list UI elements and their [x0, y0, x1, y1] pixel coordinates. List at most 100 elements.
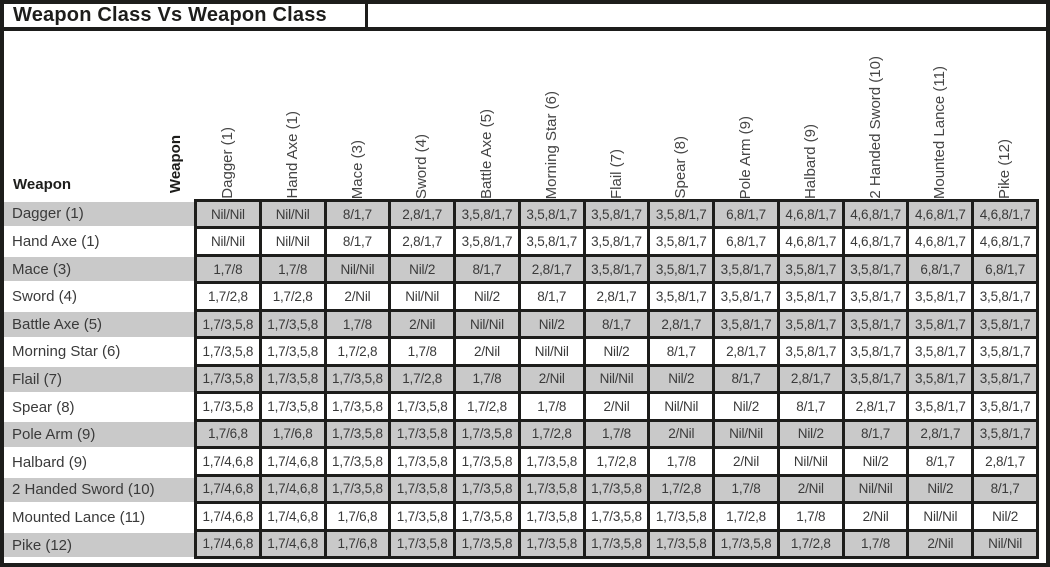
table-cell-r13-c13: Nil/Nil: [974, 531, 1036, 556]
table-cell-r7-c13: 3,5,8/1,7: [974, 366, 1036, 392]
row-label-sword-4: Sword (4): [12, 288, 78, 306]
table-cell-r1-c12: 4,6,8/1,7: [909, 202, 972, 227]
table-cell-r5-c5: Nil/Nil: [456, 311, 518, 337]
column-header-hand-axe-1: Hand Axe (1): [262, 31, 324, 199]
table-cell-r9-c2: 1,7/6,8: [261, 421, 324, 447]
table-cell-r5-c8: 2,8/1,7: [650, 311, 713, 337]
table-cell-r8-c7: 2/Nil: [585, 394, 648, 419]
table-cell-r11-c3: 1,7/3,5,8: [326, 476, 389, 502]
table-cell-r10-c2: 1,7/4,6,8: [261, 449, 324, 474]
column-headers: Dagger (1) Hand Axe (1) Mace (3) Sword (4) B…: [194, 31, 1039, 199]
table-cell-r1-c13: 4,6,8/1,7: [974, 202, 1036, 227]
data-grid: Nil/Nil Nil/Nil 8/1,7 2,8/1,7 3,5,8/1,7 3,5,8…: [194, 199, 1039, 559]
table-cell-r5-c12: 3,5,8/1,7: [909, 311, 972, 337]
table-cell-r1-c10: 4,6,8/1,7: [779, 202, 842, 227]
table-cell-r11-c11: Nil/Nil: [844, 476, 907, 502]
table-cell-r4-c5: Nil/2: [456, 284, 518, 309]
table-cell-r9-c4: 1,7/3,5,8: [391, 421, 454, 447]
table-cell-r9-c10: Nil/2: [779, 421, 842, 447]
table-cell-r6-c8: 8/1,7: [650, 339, 713, 364]
table-cell-r13-c11: 1,7/8: [844, 531, 907, 556]
table-cell-r5-c10: 3,5,8/1,7: [779, 311, 842, 337]
table-cell-r4-c12: 3,5,8/1,7: [909, 284, 972, 309]
table-cell-r7-c8: Nil/2: [650, 366, 713, 392]
table-cell-r2-c9: 6,8/1,7: [715, 229, 777, 254]
column-header-label: Spear (8): [672, 136, 690, 199]
row-label-mace-3: Mace (3): [4, 256, 194, 282]
table-cell-r10-c13: 2,8/1,7: [974, 449, 1036, 474]
row-label-pole-arm-9: Pole Arm (9): [4, 422, 194, 447]
table-cell-r10-c3: 1,7/3,5,8: [326, 449, 389, 474]
table-cell-r4-c4: Nil/Nil: [391, 284, 454, 309]
table-cell-r8-c4: 1,7/3,5,8: [391, 394, 454, 419]
table-cell-r6-c6: Nil/Nil: [520, 339, 583, 364]
table-cell-r7-c5: 1,7/8: [456, 366, 518, 392]
title-cell: Weapon Class Vs Weapon Class: [4, 4, 368, 27]
table-cell-r6-c7: Nil/2: [585, 339, 648, 364]
column-header-label: Pole Arm (9): [737, 115, 755, 199]
table-cell-r1-c5: 3,5,8/1,7: [456, 202, 518, 227]
table-cell-r9-c9: Nil/Nil: [715, 421, 777, 447]
row-axis-label: Weapon: [13, 176, 72, 193]
table-cell-r3-c5: 8/1,7: [456, 256, 518, 282]
table-cell-r6-c4: 1,7/8: [391, 339, 454, 364]
row-label-battle-axe-5: Battle Axe (5): [4, 311, 194, 337]
table-cell-r8-c6: 1,7/8: [520, 394, 583, 419]
table-cell-r9-c11: 8/1,7: [844, 421, 907, 447]
data-area: Dagger (1) Hand Axe (1) Mace (3) Sword (4) B…: [4, 199, 1046, 563]
table-cell-r3-c4: Nil/2: [391, 256, 454, 282]
table-cell-r6-c1: 1,7/3,5,8: [197, 339, 259, 364]
table-cell-r13-c4: 1,7/3,5,8: [391, 531, 454, 556]
table-cell-r3-c11: 3,5,8/1,7: [844, 256, 907, 282]
table-cell-r9-c1: 1,7/6,8: [197, 421, 259, 447]
table-cell-r3-c12: 6,8/1,7: [909, 256, 972, 282]
table-cell-r11-c7: 1,7/3,5,8: [585, 476, 648, 502]
column-header-halbard-9: Halbard (9): [780, 31, 842, 199]
table-cell-r4-c9: 3,5,8/1,7: [715, 284, 777, 309]
table-cell-r10-c1: 1,7/4,6,8: [197, 449, 259, 474]
column-header-label: Morning Star (6): [542, 90, 560, 199]
table-cell-r2-c11: 4,6,8/1,7: [844, 229, 907, 254]
table-cell-r2-c3: 8/1,7: [326, 229, 389, 254]
title-bar-empty: [368, 4, 1046, 27]
table-cell-r6-c2: 1,7/3,5,8: [261, 339, 324, 364]
table-cell-r4-c11: 3,5,8/1,7: [844, 284, 907, 309]
column-header-label: Pike (12): [996, 138, 1014, 199]
table-cell-r11-c13: 8/1,7: [974, 476, 1036, 502]
corner-cell: Weapon Weapon: [4, 31, 194, 199]
table-cell-r12-c5: 1,7/3,5,8: [456, 504, 518, 529]
table-cell-r3-c13: 6,8/1,7: [974, 256, 1036, 282]
table-cell-r8-c10: 8/1,7: [779, 394, 842, 419]
table-cell-r5-c13: 3,5,8/1,7: [974, 311, 1036, 337]
table-cell-r7-c7: Nil/Nil: [585, 366, 648, 392]
table-cell-r8-c13: 3,5,8/1,7: [974, 394, 1036, 419]
table-cell-r12-c1: 1,7/4,6,8: [197, 504, 259, 529]
table-cell-r1-c8: 3,5,8/1,7: [650, 202, 713, 227]
table-cell-r8-c9: Nil/2: [715, 394, 777, 419]
table-cell-r13-c8: 1,7/3,5,8: [650, 531, 713, 556]
column-header-2-handed-sword-10: 2 Handed Sword (10): [845, 31, 907, 199]
column-header-label: Sword (4): [413, 133, 431, 199]
table-cell-r1-c3: 8/1,7: [326, 202, 389, 227]
table-cell-r5-c2: 1,7/3,5,8: [261, 311, 324, 337]
table-cell-r13-c9: 1,7/3,5,8: [715, 531, 777, 556]
table-cell-r7-c9: 8/1,7: [715, 366, 777, 392]
table-cell-r2-c2: Nil/Nil: [261, 229, 324, 254]
table-cell-r13-c10: 1,7/2,8: [779, 531, 842, 556]
table-cell-r5-c7: 8/1,7: [585, 311, 648, 337]
table-cell-r10-c11: Nil/2: [844, 449, 907, 474]
column-header-battle-axe-5: Battle Axe (5): [456, 31, 518, 199]
table-cell-r4-c7: 2,8/1,7: [585, 284, 648, 309]
column-header-flail-7: Flail (7): [586, 31, 648, 199]
table-cell-r11-c9: 1,7/8: [715, 476, 777, 502]
table-cell-r2-c8: 3,5,8/1,7: [650, 229, 713, 254]
table-cell-r8-c3: 1,7/3,5,8: [326, 394, 389, 419]
table-cell-r13-c2: 1,7/4,6,8: [261, 531, 324, 556]
table-cell-r9-c7: 1,7/8: [585, 421, 648, 447]
col-axis-label: Weapon: [167, 134, 184, 193]
header-row: Weapon Weapon Dagger (1) Hand Axe (1) Mace…: [4, 31, 1046, 199]
table-cell-r3-c1: 1,7/8: [197, 256, 259, 282]
table-cell-r6-c10: 3,5,8/1,7: [779, 339, 842, 364]
column-header-label: Halbard (9): [801, 123, 819, 199]
